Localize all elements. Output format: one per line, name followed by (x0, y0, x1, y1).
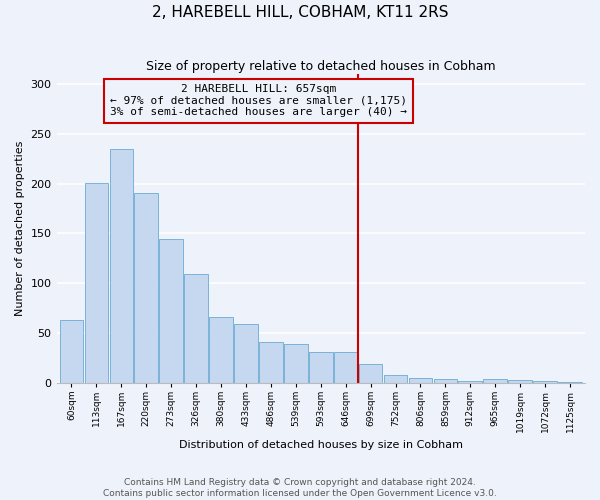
Bar (533, 380, 557, 382)
Bar (284, 344, 308, 383)
Bar (160, 240, 183, 382)
Title: Size of property relative to detached houses in Cobham: Size of property relative to detached ho… (146, 60, 496, 73)
Bar (359, 364, 382, 382)
Bar (59, 320, 83, 382)
Bar (508, 380, 532, 382)
Bar (134, 192, 158, 382)
Bar (434, 378, 457, 382)
Bar (458, 380, 482, 382)
Bar (184, 274, 208, 382)
Bar (334, 352, 358, 382)
Bar (234, 324, 258, 382)
Bar (384, 374, 407, 382)
Bar (85, 182, 108, 382)
Bar (309, 352, 332, 382)
Bar (110, 149, 133, 382)
Bar (409, 378, 433, 382)
Bar (259, 342, 283, 382)
Bar (484, 378, 507, 382)
Text: Contains HM Land Registry data © Crown copyright and database right 2024.
Contai: Contains HM Land Registry data © Crown c… (103, 478, 497, 498)
X-axis label: Distribution of detached houses by size in Cobham: Distribution of detached houses by size … (179, 440, 463, 450)
Text: 2 HAREBELL HILL: 657sqm
← 97% of detached houses are smaller (1,175)
3% of semi-: 2 HAREBELL HILL: 657sqm ← 97% of detache… (110, 84, 407, 117)
Text: 2, HAREBELL HILL, COBHAM, KT11 2RS: 2, HAREBELL HILL, COBHAM, KT11 2RS (152, 5, 448, 20)
Y-axis label: Number of detached properties: Number of detached properties (15, 140, 25, 316)
Bar (209, 317, 233, 382)
